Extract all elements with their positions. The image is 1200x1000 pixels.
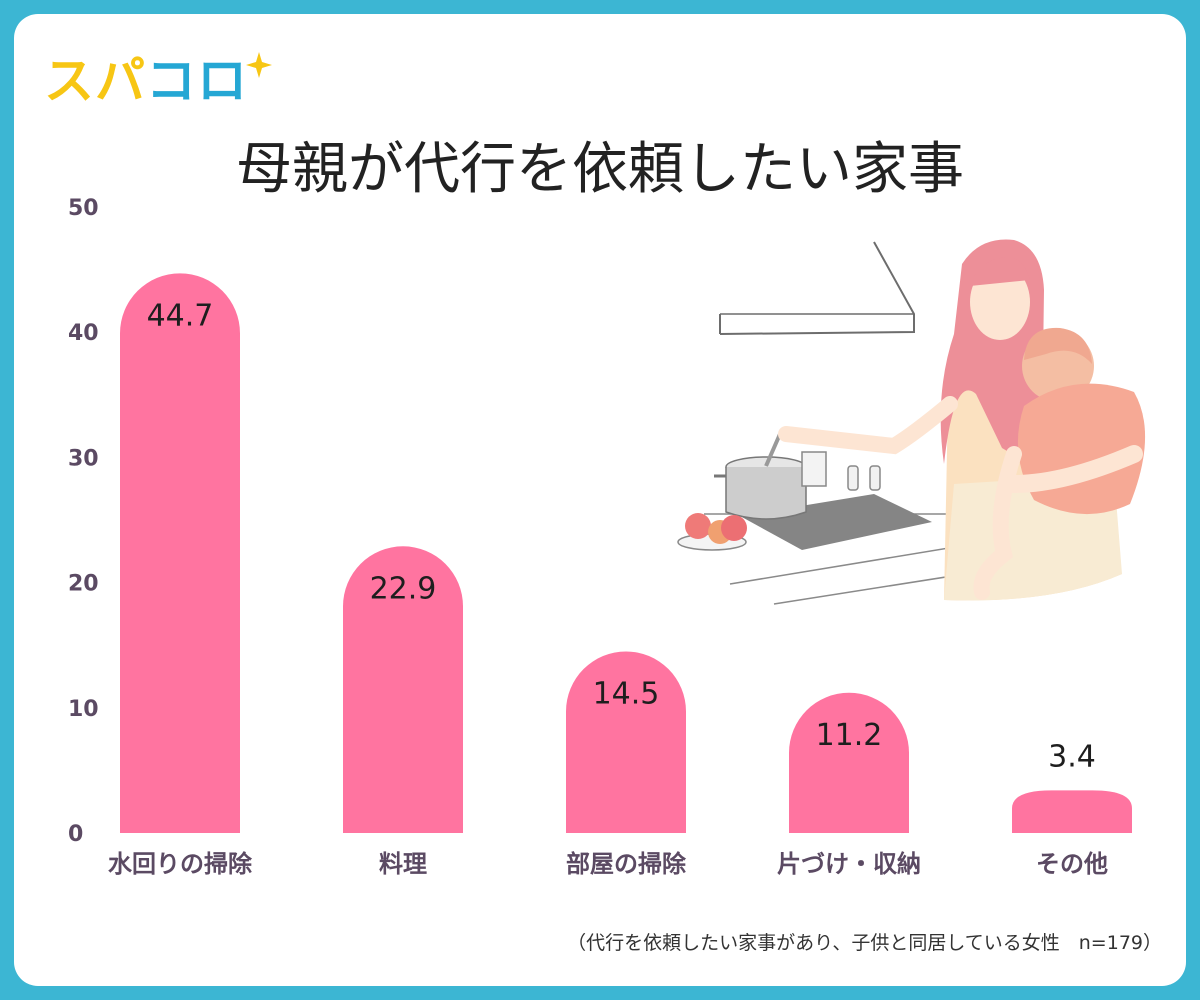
- x-category-label-1: 水回りの掃除: [108, 850, 253, 878]
- value-label-1: 44.7: [147, 298, 214, 333]
- bar-4: [789, 692, 909, 833]
- y-tick-label: 0: [68, 822, 83, 847]
- value-label-3: 14.5: [593, 676, 660, 711]
- y-tick-label: 30: [68, 446, 99, 471]
- bar-2: [343, 546, 463, 833]
- y-tick-label: 50: [68, 196, 99, 221]
- brand-logo: スパコロ: [44, 56, 248, 106]
- value-label-2: 22.9: [370, 571, 437, 606]
- x-axis-labels: 水回りの掃除 料理 部屋の掃除 片づけ・収納 その他: [108, 850, 1108, 878]
- sparkle-icon: [246, 52, 272, 78]
- bar-3: [566, 651, 686, 833]
- value-labels-group: 44.7 22.9 14.5 11.2 3.4: [147, 298, 1096, 774]
- bar-5: [1012, 790, 1132, 833]
- chart-card: スパコロ 母親が代行を依頼したい家事: [14, 14, 1186, 986]
- y-tick-label: 40: [68, 321, 99, 346]
- value-label-4: 11.2: [816, 718, 883, 753]
- bar-chart: 44.7 22.9 14.5 11.2 3.4 0 10 20 30 40 50 水回りの掃除 料理…: [68, 196, 1146, 878]
- x-category-label-4: 片づけ・収納: [777, 850, 921, 878]
- bar-1: [120, 273, 240, 834]
- x-category-label-3: 部屋の掃除: [566, 850, 687, 878]
- brand-logo-part1: スパ: [44, 52, 146, 110]
- x-category-label-5: その他: [1036, 850, 1108, 878]
- y-axis-ticks: 0 10 20 30 40 50: [68, 196, 99, 847]
- value-label-5: 3.4: [1048, 739, 1096, 774]
- chart-title: 母親が代行を依頼したい家事: [236, 137, 964, 202]
- x-category-label-2: 料理: [379, 850, 427, 878]
- footnote: （代行を依頼したい家事があり、子供と同居している女性 n=179）: [567, 932, 1162, 954]
- cooking-mother-illustration: [677, 239, 1146, 605]
- y-tick-label: 10: [68, 697, 99, 722]
- brand-logo-part2: コロ: [146, 52, 248, 110]
- y-tick-label: 20: [68, 572, 99, 597]
- bars-group: [120, 273, 1132, 834]
